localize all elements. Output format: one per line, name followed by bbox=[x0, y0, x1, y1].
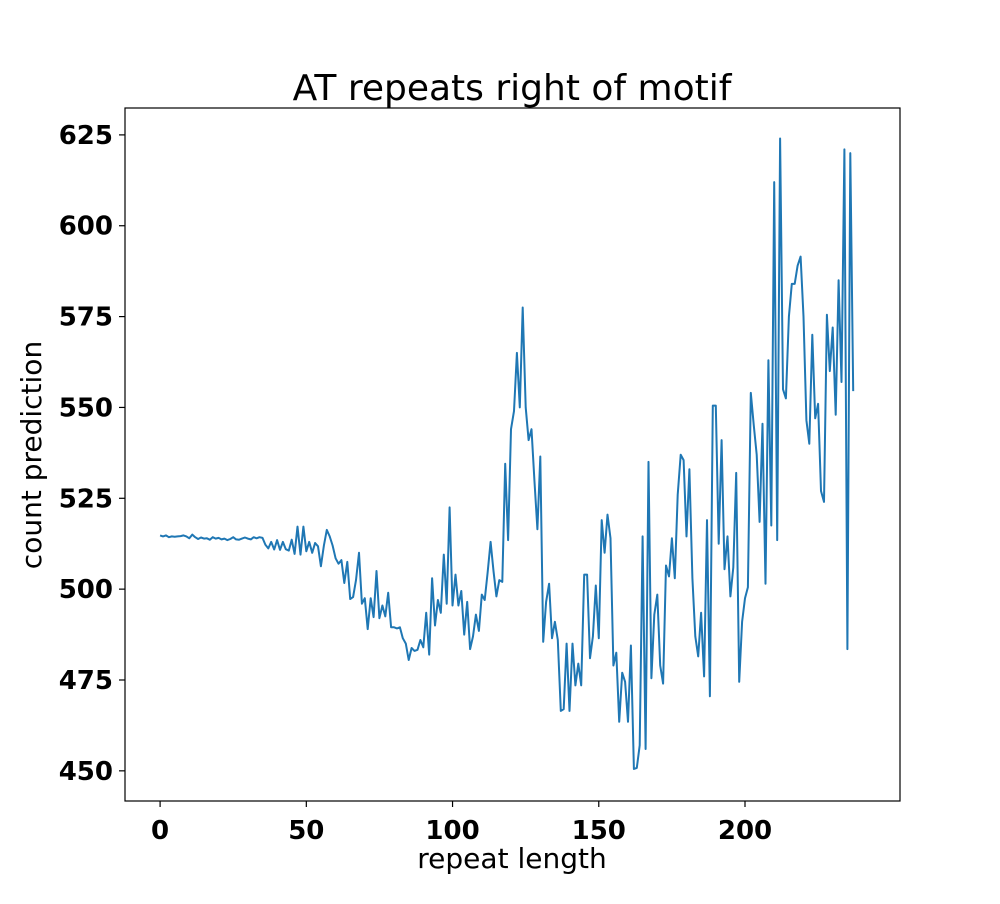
plot-area bbox=[124, 107, 901, 802]
x-axis-label: repeat length bbox=[417, 842, 606, 875]
x-axis: 0 50 100 150 200 bbox=[151, 801, 772, 846]
series-line bbox=[159, 137, 855, 770]
x-tick-label: 150 bbox=[572, 816, 626, 846]
chart-title: AT repeats right of motif bbox=[293, 68, 733, 109]
y-tick-label: 525 bbox=[59, 484, 113, 514]
y-tick-label: 550 bbox=[59, 393, 113, 423]
y-tick-label: 575 bbox=[59, 303, 113, 333]
y-tick-label: 600 bbox=[59, 212, 113, 242]
y-tick-label: 625 bbox=[59, 121, 113, 151]
x-tick-label: 50 bbox=[288, 816, 324, 846]
y-tick-label: 450 bbox=[59, 757, 113, 787]
x-tick-label: 0 bbox=[151, 816, 169, 846]
y-tick-label: 475 bbox=[59, 666, 113, 696]
y-axis: 450 475 500 525 550 575 600 625 bbox=[59, 121, 125, 787]
y-tick-label: 500 bbox=[59, 575, 113, 605]
y-axis-label: count prediction bbox=[15, 341, 48, 569]
x-tick-label: 200 bbox=[718, 816, 772, 846]
x-tick-label: 100 bbox=[425, 816, 479, 846]
